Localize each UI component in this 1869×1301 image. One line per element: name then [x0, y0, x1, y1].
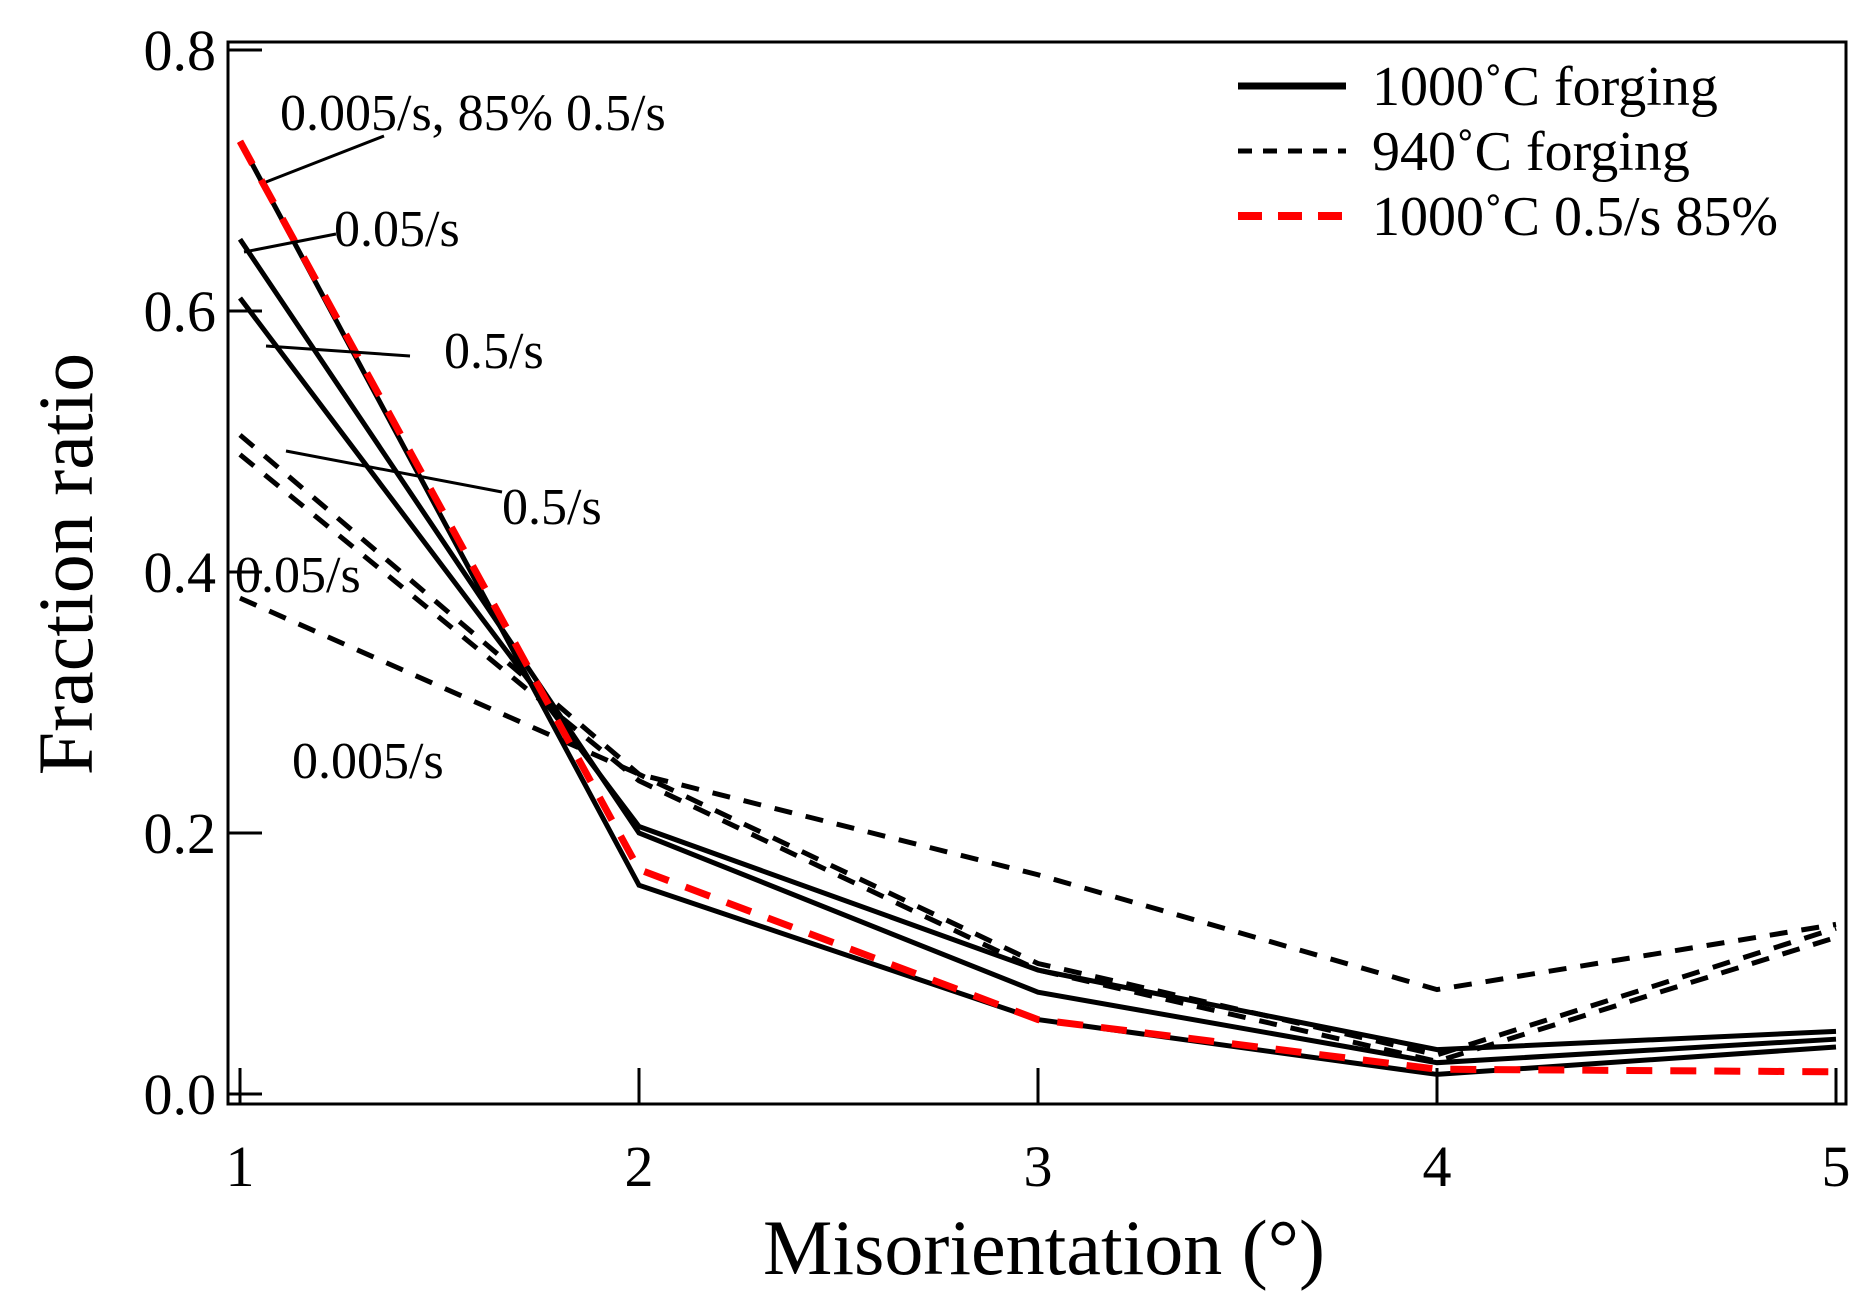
- series-line-6: [238, 595, 1837, 993]
- y-tick-label: 0.0: [144, 1062, 217, 1127]
- legend-label: 1000˚C forging: [1372, 56, 1718, 118]
- x-axis-label: Misorientation (°): [763, 1204, 1325, 1291]
- legend-label: 940˚C forging: [1372, 121, 1690, 183]
- annotation-label: 0.05/s: [235, 547, 361, 604]
- x-tick-label: 3: [1024, 1134, 1053, 1199]
- series-line-4: [238, 433, 1837, 1058]
- annotation-leader: [243, 232, 337, 254]
- legend-label: 1000˚C 0.5/s 85%: [1372, 186, 1778, 248]
- series-line-3: [238, 296, 1837, 1053]
- annotation-leader: [265, 134, 385, 184]
- annotation-label: 0.5/s: [502, 479, 602, 536]
- x-tick-label: 5: [1822, 1134, 1851, 1199]
- y-tick-label: 0.6: [144, 279, 217, 344]
- x-tick-label: 4: [1423, 1134, 1452, 1199]
- y-tick-label: 0.4: [144, 540, 217, 605]
- annotation-label: 0.5/s: [444, 323, 544, 380]
- series-line-2: [237, 237, 1837, 1066]
- annotation-leader: [265, 344, 411, 358]
- annotation-leader: [285, 449, 503, 494]
- y-axis-label: Fraction ratio: [22, 353, 109, 775]
- annotation-label: 0.005/s: [292, 733, 444, 790]
- x-tick-label: 1: [226, 1134, 255, 1199]
- series-line-7: [236, 139, 1837, 1076]
- series-line-1: [237, 140, 1837, 1077]
- x-tick-label: 2: [625, 1134, 654, 1199]
- y-tick-label: 0.8: [144, 18, 217, 83]
- annotation-label: 0.05/s: [334, 201, 460, 258]
- y-tick-label: 0.2: [144, 801, 217, 866]
- annotation-label: 0.005/s, 85% 0.5/s: [280, 85, 666, 142]
- series-line-5: [238, 452, 1837, 1064]
